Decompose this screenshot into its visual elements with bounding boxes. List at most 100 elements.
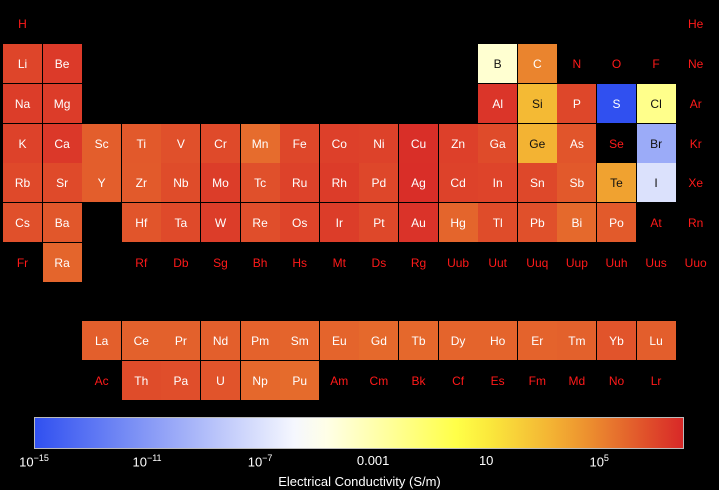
element-cell-fr: Fr xyxy=(16,255,29,270)
element-cell-po: Po xyxy=(597,203,636,242)
element-cell-xe: Xe xyxy=(688,175,704,190)
element-cell-sm: Sm xyxy=(280,321,320,360)
element-cell-ga: Ga xyxy=(478,124,518,163)
element-cell-sr: Sr xyxy=(42,163,82,202)
element-cell-er: Er xyxy=(517,321,557,360)
element-cell-md: Md xyxy=(568,373,586,388)
colorbar-tick-label: 10−15 xyxy=(19,453,49,470)
element-cell-pd: Pd xyxy=(359,163,399,202)
element-cell-v: V xyxy=(161,124,201,163)
element-cell-pm: Pm xyxy=(240,321,280,360)
element-cell-lr: Lr xyxy=(650,373,662,388)
element-cell-b: B xyxy=(478,44,518,83)
element-cell-pb: Pb xyxy=(517,203,557,242)
element-cell-sg: Sg xyxy=(213,255,228,270)
element-cell-tl: Tl xyxy=(478,203,518,242)
element-cell-fm: Fm xyxy=(528,373,546,388)
element-cell-ba: Ba xyxy=(42,203,82,242)
element-cell-uuq: Uuq xyxy=(526,255,549,270)
element-cell-es: Es xyxy=(490,373,505,388)
element-cell-uuo: Uuo xyxy=(684,255,707,270)
element-cell-np: Np xyxy=(240,361,280,400)
element-cell-n: N xyxy=(572,56,582,71)
element-cell-os: Os xyxy=(280,203,320,242)
element-cell-nb: Nb xyxy=(161,163,201,202)
element-cell-na: Na xyxy=(3,84,42,123)
element-cell-au: Au xyxy=(399,203,438,242)
element-cell-uub: Uub xyxy=(447,255,470,270)
element-cell-th: Th xyxy=(121,361,161,400)
element-cell-ds: Ds xyxy=(371,255,387,270)
element-cell-zr: Zr xyxy=(121,163,161,202)
element-cell-cd: Cd xyxy=(438,163,478,202)
colorbar-label: Electrical Conductivity (S/m) xyxy=(278,474,441,489)
element-cell-s: S xyxy=(597,84,636,123)
element-cell-fe: Fe xyxy=(280,124,320,163)
element-cell-ir: Ir xyxy=(319,203,359,242)
element-cell-se: Se xyxy=(609,136,624,151)
element-cell-lu: Lu xyxy=(636,321,676,360)
element-cell-si: Si xyxy=(517,84,557,123)
element-cell-p: P xyxy=(557,84,597,123)
element-cell-hf: Hf xyxy=(121,203,161,242)
element-cell-tb: Tb xyxy=(399,321,438,360)
element-cell-no: No xyxy=(608,373,625,388)
element-cell-ge: Ge xyxy=(517,124,557,163)
element-cell-br: Br xyxy=(636,124,676,163)
element-cell-i: I xyxy=(636,163,676,202)
element-cell-rb: Rb xyxy=(3,163,42,202)
element-cell-nd: Nd xyxy=(201,321,240,360)
element-cell-f: F xyxy=(652,56,660,71)
element-cell-re: Re xyxy=(240,203,280,242)
element-cell-zn: Zn xyxy=(438,124,478,163)
element-cell-u: U xyxy=(201,361,240,400)
colorbar-tick-label: 0.001 xyxy=(356,453,390,468)
element-cell-cl: Cl xyxy=(636,84,676,123)
element-cell-pa: Pa xyxy=(161,361,201,400)
element-cell-la: La xyxy=(82,321,122,360)
element-cell-at: At xyxy=(650,215,662,230)
colorbar-tick-label: 10−11 xyxy=(132,453,162,470)
element-cell-cf: Cf xyxy=(452,373,465,388)
element-cell-hg: Hg xyxy=(438,203,478,242)
element-cell-bi: Bi xyxy=(557,203,597,242)
element-cell-mo: Mo xyxy=(201,163,240,202)
element-cell-eu: Eu xyxy=(319,321,359,360)
element-cell-ar: Ar xyxy=(689,96,702,111)
element-cell-cm: Cm xyxy=(369,373,389,388)
element-cell-o: O xyxy=(611,56,622,71)
element-cell-ni: Ni xyxy=(359,124,399,163)
element-cell-dy: Dy xyxy=(438,321,478,360)
element-cell-mn: Mn xyxy=(240,124,280,163)
element-cell-am: Am xyxy=(330,373,349,388)
colorbar-tick-label: 10−7 xyxy=(247,453,273,470)
element-cell-kr: Kr xyxy=(689,136,702,151)
element-cell-ce: Ce xyxy=(121,321,161,360)
element-cell-sc: Sc xyxy=(82,124,122,163)
element-cell-ru: Ru xyxy=(280,163,320,202)
element-cell-ra: Ra xyxy=(42,243,82,282)
element-cell-uup: Uup xyxy=(565,255,588,270)
element-cell-tm: Tm xyxy=(557,321,597,360)
colorbar xyxy=(34,417,684,449)
colorbar-tick-label: 10 xyxy=(478,453,494,468)
element-cell-co: Co xyxy=(319,124,359,163)
element-cell-uuh: Uuh xyxy=(605,255,628,270)
element-cell-db: Db xyxy=(173,255,189,270)
element-cell-c: C xyxy=(517,44,557,83)
element-cell-gd: Gd xyxy=(359,321,399,360)
element-cell-sn: Sn xyxy=(517,163,557,202)
element-cell-rn: Rn xyxy=(688,215,704,230)
element-cell-cu: Cu xyxy=(399,124,438,163)
element-cell-ho: Ho xyxy=(478,321,518,360)
element-cell-be: Be xyxy=(42,44,82,83)
element-cell-ac: Ac xyxy=(94,373,109,388)
element-cell-ne: Ne xyxy=(688,56,704,71)
element-cell-pu: Pu xyxy=(280,361,320,400)
element-cell-cs: Cs xyxy=(3,203,42,242)
element-cell-sb: Sb xyxy=(557,163,597,202)
colorbar-tick-label: 105 xyxy=(589,453,609,470)
element-cell-uut: Uut xyxy=(488,255,508,270)
element-cell-li: Li xyxy=(3,44,42,83)
